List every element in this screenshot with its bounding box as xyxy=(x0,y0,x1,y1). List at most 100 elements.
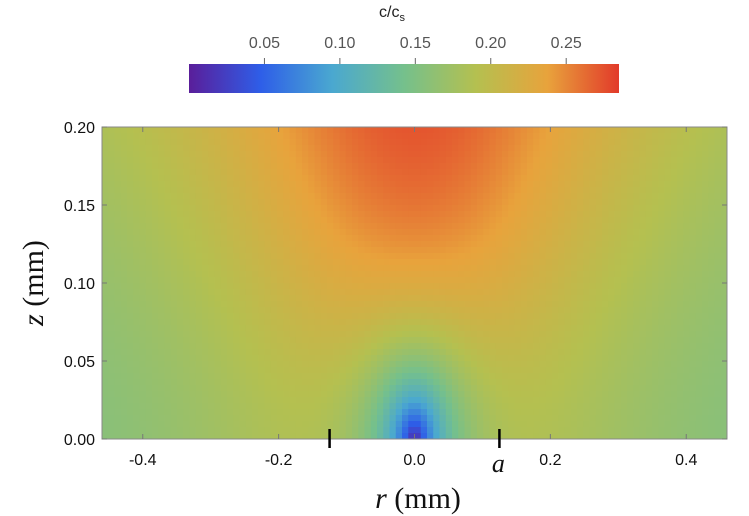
heatmap-cell xyxy=(602,187,609,194)
heatmap-cell xyxy=(533,133,541,140)
heatmap-cell xyxy=(527,157,534,164)
heatmap-cell xyxy=(377,133,384,140)
heatmap-cell xyxy=(239,199,247,206)
heatmap-cell xyxy=(152,247,159,254)
heatmap-cell xyxy=(570,265,578,272)
heatmap-cell xyxy=(589,151,597,158)
heatmap-cell xyxy=(158,253,166,260)
heatmap-cell xyxy=(245,211,253,218)
heatmap-cell xyxy=(720,403,727,410)
heatmap-cell xyxy=(358,157,366,164)
heatmap-cell xyxy=(295,355,303,362)
heatmap-cell xyxy=(114,247,122,254)
heatmap-cell xyxy=(333,313,341,320)
heatmap-cell xyxy=(545,319,553,326)
heatmap-cell xyxy=(177,193,184,200)
heatmap-cell xyxy=(352,355,359,362)
heatmap-cell xyxy=(202,211,209,218)
heatmap-cell xyxy=(339,277,347,284)
heatmap-cell xyxy=(527,391,534,398)
heatmap-cell xyxy=(383,211,391,218)
heatmap-cell xyxy=(327,391,334,398)
heatmap-cell xyxy=(577,217,584,224)
heatmap-cell xyxy=(127,145,134,152)
heatmap-cell xyxy=(302,307,309,314)
heatmap-cell xyxy=(152,283,159,290)
heatmap-cell xyxy=(633,157,641,164)
heatmap-cell xyxy=(558,313,566,320)
heatmap-cell xyxy=(702,253,709,260)
heatmap-cell xyxy=(520,187,528,194)
heatmap-cell xyxy=(120,247,128,254)
heatmap-cell xyxy=(620,379,628,386)
heatmap-cell xyxy=(627,301,634,308)
heatmap-cell xyxy=(227,253,234,260)
heatmap-cell xyxy=(358,403,366,410)
heatmap-cell xyxy=(152,217,159,224)
heatmap-cell xyxy=(414,127,422,134)
heatmap-cell xyxy=(270,337,278,344)
heatmap-cell xyxy=(102,277,109,284)
heatmap-cell xyxy=(239,325,247,332)
heatmap-cell xyxy=(620,205,628,212)
heatmap-cell xyxy=(270,151,278,158)
heatmap-cell xyxy=(495,337,503,344)
heatmap-cell xyxy=(314,325,322,332)
heatmap-cell xyxy=(589,163,597,170)
heatmap-cell xyxy=(708,223,716,230)
heatmap-cell xyxy=(289,409,297,416)
heatmap-cell xyxy=(264,409,272,416)
heatmap-cell xyxy=(420,421,428,428)
heatmap-cell xyxy=(552,145,559,152)
heatmap-cell xyxy=(464,127,472,134)
heatmap-cell xyxy=(152,307,159,314)
heatmap-cell xyxy=(439,217,447,224)
heatmap-cell xyxy=(508,145,516,152)
heatmap-cell xyxy=(258,211,266,218)
heatmap-cell xyxy=(333,181,341,188)
heatmap-cell xyxy=(220,355,228,362)
heatmap-cell xyxy=(645,283,653,290)
heatmap-cell xyxy=(627,307,634,314)
heatmap-cell xyxy=(370,421,378,428)
heatmap-cell xyxy=(489,361,497,368)
heatmap-cell xyxy=(227,259,234,266)
heatmap-cell xyxy=(208,337,216,344)
heatmap-cell xyxy=(389,385,397,392)
heatmap-cell xyxy=(502,409,509,416)
heatmap-cell xyxy=(264,217,272,224)
heatmap-cell xyxy=(277,421,284,428)
heatmap-cell xyxy=(308,295,316,302)
heatmap-cell xyxy=(408,331,416,338)
heatmap-cell xyxy=(333,127,341,134)
heatmap-cell xyxy=(220,391,228,398)
heatmap-cell xyxy=(283,187,291,194)
heatmap-cell xyxy=(564,403,572,410)
heatmap-cell xyxy=(377,259,384,266)
heatmap-cell xyxy=(177,163,184,170)
heatmap-cell xyxy=(233,415,241,422)
heatmap-cell xyxy=(195,349,203,356)
heatmap-cell xyxy=(264,205,272,212)
heatmap-cell xyxy=(270,367,278,374)
heatmap-cell xyxy=(564,169,572,176)
heatmap-cell xyxy=(295,289,303,296)
heatmap-cell xyxy=(152,289,159,296)
heatmap-cell xyxy=(427,235,434,242)
heatmap-cell xyxy=(177,337,184,344)
heatmap-cell xyxy=(689,391,697,398)
heatmap-cell xyxy=(327,247,334,254)
heatmap-cell xyxy=(158,271,166,278)
heatmap-cell xyxy=(477,319,484,326)
heatmap-cell xyxy=(402,133,409,140)
heatmap-cell xyxy=(127,265,134,272)
heatmap-cell xyxy=(102,235,109,242)
heatmap-cell xyxy=(139,247,147,254)
heatmap-cell xyxy=(533,397,541,404)
heatmap-cell xyxy=(420,325,428,332)
heatmap-cell xyxy=(214,151,222,158)
heatmap-cell xyxy=(408,145,416,152)
heatmap-cell xyxy=(270,259,278,266)
heatmap-cell xyxy=(670,343,678,350)
heatmap-cell xyxy=(358,199,366,206)
